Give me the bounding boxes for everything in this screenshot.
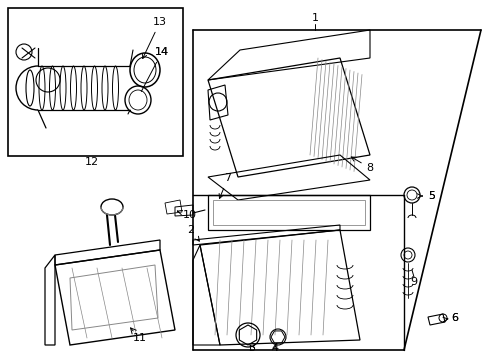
Text: 13: 13	[142, 17, 167, 59]
Text: 3: 3	[248, 343, 255, 353]
Text: 9: 9	[409, 277, 417, 287]
Text: 14: 14	[155, 47, 169, 57]
Text: 5: 5	[417, 191, 435, 201]
Bar	[8, 8, 183, 156]
Text: 1: 1	[311, 13, 318, 23]
Text: 2: 2	[187, 225, 199, 241]
Text: 8: 8	[350, 157, 373, 173]
Text: 12: 12	[85, 157, 99, 167]
Text: 10: 10	[177, 210, 197, 220]
Text: 6: 6	[442, 313, 458, 323]
Text: 5: 5	[427, 191, 435, 201]
Text: 14: 14	[141, 47, 169, 91]
Text: 6: 6	[450, 313, 458, 323]
Text: 4: 4	[271, 343, 278, 353]
Text: 7: 7	[219, 173, 231, 198]
Text: 11: 11	[133, 333, 147, 343]
